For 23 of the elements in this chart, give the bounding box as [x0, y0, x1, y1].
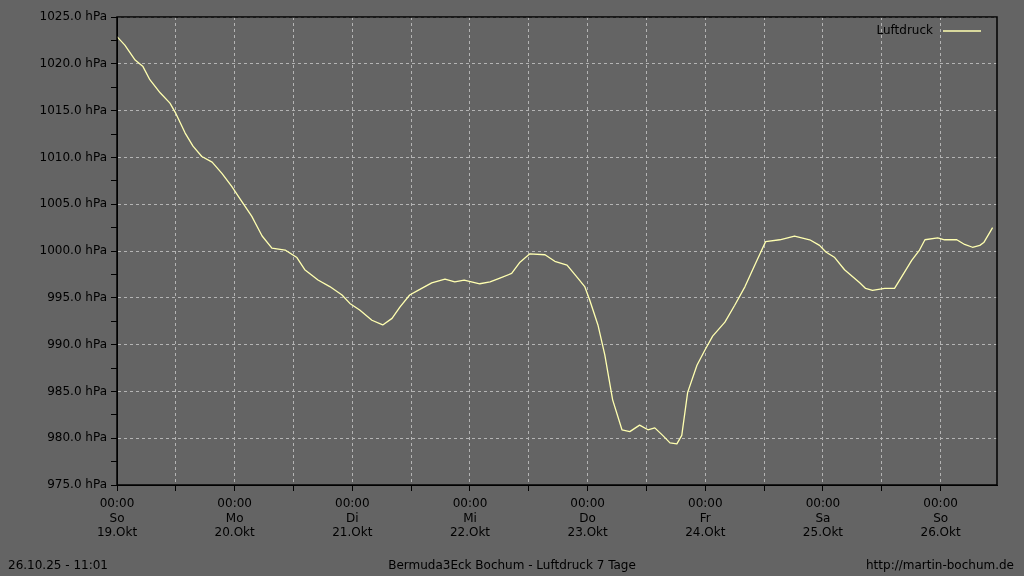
y-tick-label: 995.0 hPa [47, 289, 107, 304]
x-tick-label: 00:00 Fr 24.Okt [685, 496, 726, 540]
text: 26.10.25 - 11:01 [8, 558, 108, 572]
y-tick-label: 975.0 hPa [47, 477, 107, 492]
x-tick-label: 00:00 Mo 20.Okt [214, 496, 256, 540]
y-tick-label: 1010.0 hPa [39, 149, 107, 164]
y-tick-label: 985.0 hPa [47, 383, 107, 398]
y-tick-label: 1025.0 hPa [39, 9, 107, 24]
x-tick-label: 00:00 Mi 22.Okt [449, 496, 491, 540]
x-tick-label: 00:00 Do 23.Okt [567, 496, 609, 540]
y-tick-label: 1005.0 hPa [39, 196, 107, 211]
text: http://martin-bochum.de [866, 558, 1014, 572]
y-tick-label: 1000.0 hPa [39, 243, 107, 258]
y-tick-label: 1015.0 hPa [39, 102, 107, 117]
y-tick-label: 980.0 hPa [47, 430, 107, 445]
legend-label: Luftdruck [876, 23, 934, 38]
x-tick-label: 00:00 So 26.Okt [920, 496, 962, 540]
x-tick-label: 00:00 Di 21.Okt [332, 496, 373, 540]
y-tick-label: 1020.0 hPa [39, 55, 107, 70]
x-tick-label: 00:00 Sa 25.Okt [802, 496, 844, 540]
text: Bermuda3Eck Bochum - Luftdruck 7 Tage [388, 558, 636, 572]
y-tick-label: 990.0 hPa [47, 336, 107, 351]
x-tick-label: 00:00 So 19.Okt [96, 496, 138, 540]
